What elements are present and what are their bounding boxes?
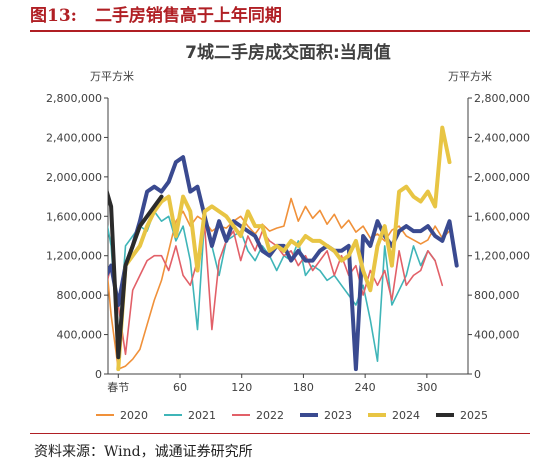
y-tick-label-left: 1,600,000 [46,210,102,223]
y-tick-label-right: 0 [474,368,481,381]
x-tick-label: 180 [293,381,314,394]
series-line-2022 [108,225,444,356]
footer-rule [30,433,530,434]
figure-number: 图13: [30,6,77,26]
legend: 2020 2021 2022 2023 2024 2025 [96,409,488,422]
title-rule [30,30,530,32]
x-tick-label: 240 [355,381,376,394]
y-tick-label-right: 1,600,000 [474,210,530,223]
y-tick-label-left: 2,800,000 [46,92,102,105]
y-tick-label-right: 1,200,000 [474,250,530,263]
ticks: 0 0 400,000 400,000 800,000 800,000 1,200,000 1… [46,92,530,394]
y-tick-label-left: 800,000 [57,289,103,302]
legend-label-2021: 2021 [188,409,216,422]
source-note: 资料来源：Wind，诚通证券研究所 [34,444,253,460]
legend-label-2023: 2023 [324,409,352,422]
y-axis-left-unit: 万平方米 [90,69,134,83]
y-tick-label-left: 2,400,000 [46,131,102,144]
y-tick-label-left: 2,000,000 [46,171,102,184]
legend-label-2020: 2020 [120,409,148,422]
y-tick-label-left: 400,000 [57,329,103,342]
legend-label-2025: 2025 [460,409,488,422]
series-line-2024 [116,125,452,372]
figure-title: 图13: 二手房销售高于上年同期 [30,4,282,28]
series-line-2025 [108,188,164,360]
y-tick-label-right: 800,000 [474,289,520,302]
x-tick-label: 60 [173,381,187,394]
figure-title-text: 二手房销售高于上年同期 [94,6,282,26]
legend-label-2022: 2022 [256,409,284,422]
y-tick-label-left: 0 [95,368,102,381]
y-tick-label-left: 1,200,000 [46,250,102,263]
y-tick-label-right: 2,400,000 [474,131,530,144]
series [108,125,459,372]
y-tick-label-right: 400,000 [474,329,520,342]
x-tick-label: 300 [416,381,437,394]
chart-title: 7城二手房成交面积:当周值 [185,42,391,63]
y-tick-label-right: 2,000,000 [474,171,530,184]
x-tick-label: 春节 [107,381,129,394]
y-axis-right-unit: 万平方米 [448,69,492,83]
series-line-2020 [108,197,451,370]
y-tick-label-right: 2,800,000 [474,92,530,105]
legend-label-2024: 2024 [392,409,420,422]
x-tick-label: 120 [231,381,252,394]
axes [107,98,469,375]
